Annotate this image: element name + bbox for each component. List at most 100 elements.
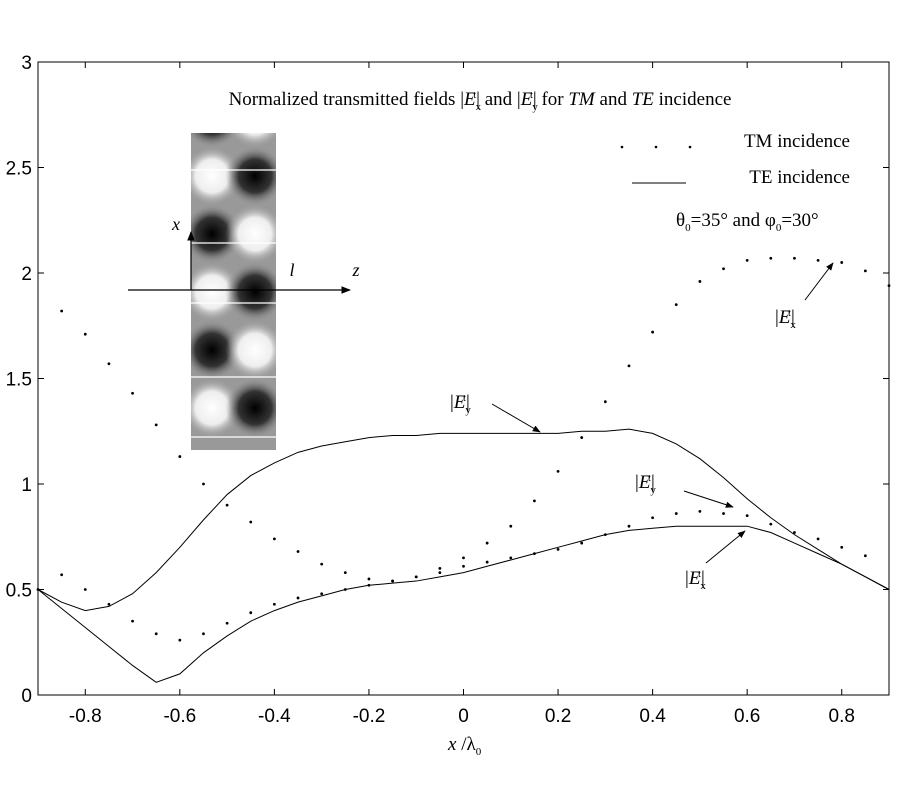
data-point [887,284,891,288]
inset-blob [225,320,276,380]
data-point [83,588,87,591]
x-tick-label: 0.8 [829,706,855,727]
data-point [462,556,465,560]
annotation-part: x [700,580,706,592]
data-point [722,267,725,271]
annotation-part: y [465,404,471,416]
y-tick-label: 0.5 [6,581,32,602]
note-part: θ [676,210,685,231]
data-point [509,556,513,560]
data-point [863,269,867,273]
data-point [769,522,773,526]
chart-title-part: E [463,89,476,110]
note: θ0=35° and φ0=30° [676,210,819,234]
y-tick-label: 1.5 [6,370,32,391]
data-point [509,524,513,528]
data-line [37,428,890,612]
annotation-part: | [775,307,779,328]
annotation-part: E [688,568,701,589]
annotation-part: | [685,568,689,589]
inset-image [191,133,276,450]
data-point [485,541,489,545]
data-point [343,571,347,575]
note-part: =30° [781,210,818,231]
chart-title-part: x [476,101,482,113]
annotation-part: t [648,472,651,484]
data-point [131,619,134,623]
inset-blob [229,133,276,148]
data-point [793,531,796,534]
x-axis-label-part: x [447,734,457,755]
data-point [60,309,64,313]
data-point [745,258,749,262]
data-point [840,545,844,549]
annotation-arrow [683,490,734,508]
data-point [698,280,702,283]
data-point [272,602,276,606]
chart-title-part: t [473,89,476,101]
chart-title-part: E [520,89,533,110]
annotation-part: t [463,392,466,404]
data-point [414,575,418,579]
data-point [769,256,773,260]
data-point [225,621,229,625]
data-point [391,579,394,583]
data-point [296,550,300,553]
data-point [154,632,158,636]
annotation-part: | [466,392,470,413]
annotation: |Ext| [775,307,796,331]
annotation-part: x [790,319,796,331]
data-point [131,391,134,395]
note-part: =35° and φ [691,210,776,231]
annotation-part: t [788,307,791,319]
data-point [202,632,205,636]
y-tick-label: 3 [21,53,32,74]
y-tick-label: 0 [21,686,32,707]
data-point [320,592,324,596]
annotation-part: | [450,392,454,413]
data-point [840,261,844,264]
x-tick-label: -0.8 [69,706,102,727]
legend-marker [620,145,624,149]
data-point [60,573,64,577]
data-point [296,596,300,600]
x-axis-label-part: /λ [456,734,476,755]
data-point [107,602,111,606]
legend-marker [688,145,692,149]
data-point [249,611,253,615]
annotation-part: E [778,307,791,328]
data-point [603,400,607,404]
data-point [722,512,725,515]
annotation: |Eyt| [635,472,656,496]
data-point [556,548,560,551]
chart-title-part: incidence [654,89,732,110]
annotation-arrow [491,403,541,433]
legend-marker [654,145,658,149]
x-axis-label-part: 0 [476,746,482,758]
data-point [485,560,489,564]
data-point [674,512,678,515]
annotation-arrow [804,262,834,301]
annotation: |Ext| [685,568,706,592]
data-point [745,514,749,518]
data-point [627,524,631,528]
data-point [107,362,111,366]
y-tick-label: 2 [21,264,32,285]
data-point [556,469,560,473]
chart-title-part: TM [568,89,596,110]
annotation-part: E [453,392,466,413]
data-point [651,330,655,334]
chart-title-part: TE [632,89,655,110]
data-point [627,364,631,368]
inset-blob [191,133,238,148]
legend-label: TE incidence [749,167,850,188]
data-point [698,510,702,513]
inset-blob [225,378,276,438]
data-point [367,577,371,581]
annotation-part: E [638,472,651,493]
data-point [202,482,205,486]
data-line [37,525,890,683]
x-tick-label: 0.4 [639,706,666,727]
